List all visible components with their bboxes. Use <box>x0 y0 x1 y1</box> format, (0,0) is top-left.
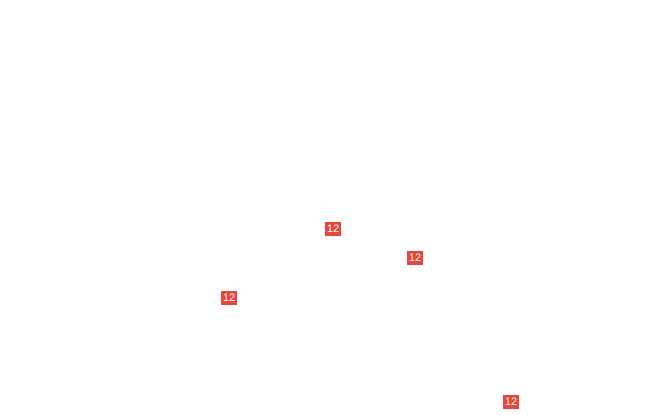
count-badge[interactable]: 12 <box>503 395 519 409</box>
count-badge[interactable]: 12 <box>325 222 341 236</box>
count-badge[interactable]: 12 <box>221 291 237 305</box>
count-badge[interactable]: 12 <box>407 251 423 265</box>
